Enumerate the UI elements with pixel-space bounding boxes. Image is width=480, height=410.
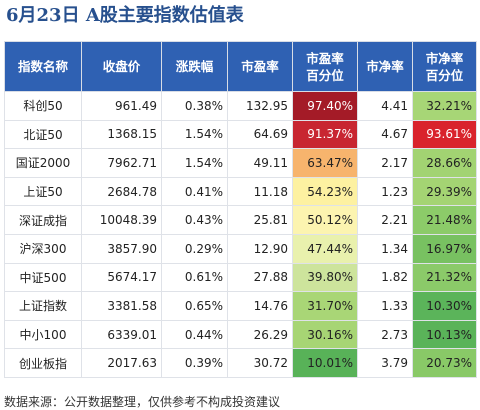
change-percent: 0.61% (161, 262, 228, 293)
pe-percentile: 54.23% (292, 176, 358, 207)
close-price: 3381.58 (81, 291, 162, 321)
pb-percentile: 20.73% (412, 348, 477, 378)
pb-value: 2.21 (357, 205, 413, 235)
header-pe: 市盈率 (227, 41, 293, 92)
change-percent: 0.29% (161, 233, 228, 264)
index-name: 创业板指 (4, 348, 82, 378)
index-name: 深证成指 (4, 205, 82, 235)
header-close: 收盘价 (81, 41, 162, 92)
pe-value: 12.90 (227, 233, 293, 264)
change-percent: 0.41% (161, 176, 228, 207)
close-price: 6339.01 (81, 319, 162, 350)
close-price: 1368.15 (81, 119, 162, 150)
index-name: 北证50 (4, 119, 82, 150)
pb-percentile: 10.13% (412, 319, 477, 350)
pb-value: 3.79 (357, 348, 413, 378)
change-percent: 1.54% (161, 148, 228, 178)
pb-percentile: 21.32% (412, 262, 477, 293)
table-row: 国证2000 7962.71 1.54% 49.11 63.47% 2.17 28.66% (4, 148, 477, 178)
change-percent: 0.38% (161, 91, 228, 121)
table-row: 沪深300 3857.90 0.29% 12.90 47.44% 1.34 16.97% (4, 233, 477, 264)
pe-percentile: 39.80% (292, 262, 358, 293)
pe-percentile: 91.37% (292, 119, 358, 150)
pb-value: 1.82 (357, 262, 413, 293)
pb-value: 4.67 (357, 119, 413, 150)
header-pb: 市净率 (357, 41, 413, 92)
pb-value: 2.73 (357, 319, 413, 350)
pb-value: 4.41 (357, 91, 413, 121)
table-row: 中证500 5674.17 0.61% 27.88 39.80% 1.82 21.32% (4, 262, 477, 293)
pe-value: 132.95 (227, 91, 293, 121)
change-percent: 0.44% (161, 319, 228, 350)
pb-percentile: 10.30% (412, 291, 477, 321)
change-percent: 0.39% (161, 348, 228, 378)
pb-percentile: 21.48% (412, 205, 477, 235)
pb-value: 1.34 (357, 233, 413, 264)
change-percent: 1.54% (161, 119, 228, 150)
pe-value: 11.18 (227, 176, 293, 207)
pb-value: 1.23 (357, 176, 413, 207)
data-source-note: 数据来源：公开数据整理，仅供参考不构成投资建议 (4, 395, 281, 409)
pe-percentile: 47.44% (292, 233, 358, 264)
pe-percentile: 50.12% (292, 205, 358, 235)
index-name: 上证50 (4, 176, 82, 207)
pe-value: 30.72 (227, 348, 293, 378)
table-row: 上证50 2684.78 0.41% 11.18 54.23% 1.23 29.39% (4, 176, 477, 207)
pe-value: 26.29 (227, 319, 293, 350)
close-price: 2684.78 (81, 176, 162, 207)
pe-value: 64.69 (227, 119, 293, 150)
pe-percentile: 30.16% (292, 319, 358, 350)
pb-percentile: 32.21% (412, 91, 477, 121)
pe-value: 27.88 (227, 262, 293, 293)
pe-value: 14.76 (227, 291, 293, 321)
change-percent: 0.65% (161, 291, 228, 321)
close-price: 3857.90 (81, 233, 162, 264)
index-name: 中小100 (4, 319, 82, 350)
table-row: 科创50 961.49 0.38% 132.95 97.40% 4.41 32.21% (4, 91, 477, 121)
close-price: 5674.17 (81, 262, 162, 293)
page-title: 6月23日 A股主要指数估值表 (6, 5, 244, 26)
pb-value: 2.17 (357, 148, 413, 178)
index-name: 上证指数 (4, 291, 82, 321)
pb-percentile: 28.66% (412, 148, 477, 178)
index-name: 中证500 (4, 262, 82, 293)
index-name: 科创50 (4, 91, 82, 121)
header-name: 指数名称 (4, 41, 82, 92)
header-change: 涨跌幅 (161, 41, 228, 92)
change-percent: 0.43% (161, 205, 228, 235)
close-price: 2017.63 (81, 348, 162, 378)
index-name: 国证2000 (4, 148, 82, 178)
table-row: 创业板指 2017.63 0.39% 30.72 10.01% 3.79 20.73% (4, 348, 477, 378)
pe-percentile: 97.40% (292, 91, 358, 121)
pb-percentile: 93.61% (412, 119, 477, 150)
table-header-row: 指数名称 收盘价 涨跌幅 市盈率 市盈率 百分位 市净率 市净率 百分位 (4, 41, 477, 92)
pb-percentile: 29.39% (412, 176, 477, 207)
table-row: 中小100 6339.01 0.44% 26.29 30.16% 2.73 10.13% (4, 319, 477, 350)
pe-percentile: 31.70% (292, 291, 358, 321)
table-row: 深证成指 10048.39 0.43% 25.81 50.12% 2.21 21.48% (4, 205, 477, 235)
pe-percentile: 10.01% (292, 348, 358, 378)
table-row: 上证指数 3381.58 0.65% 14.76 31.70% 1.33 10.30% (4, 291, 477, 321)
header-pe-percentile: 市盈率 百分位 (292, 41, 358, 92)
header-pb-percentile: 市净率 百分位 (412, 41, 477, 92)
pb-value: 1.33 (357, 291, 413, 321)
close-price: 7962.71 (81, 148, 162, 178)
close-price: 10048.39 (81, 205, 162, 235)
pe-value: 25.81 (227, 205, 293, 235)
pe-percentile: 63.47% (292, 148, 358, 178)
table-row: 北证50 1368.15 1.54% 64.69 91.37% 4.67 93.61% (4, 119, 477, 150)
close-price: 961.49 (81, 91, 162, 121)
valuation-table: 指数名称 收盘价 涨跌幅 市盈率 市盈率 百分位 市净率 市净率 百分位 科创50 9… (4, 41, 477, 378)
index-name: 沪深300 (4, 233, 82, 264)
pe-value: 49.11 (227, 148, 293, 178)
pb-percentile: 16.97% (412, 233, 477, 264)
